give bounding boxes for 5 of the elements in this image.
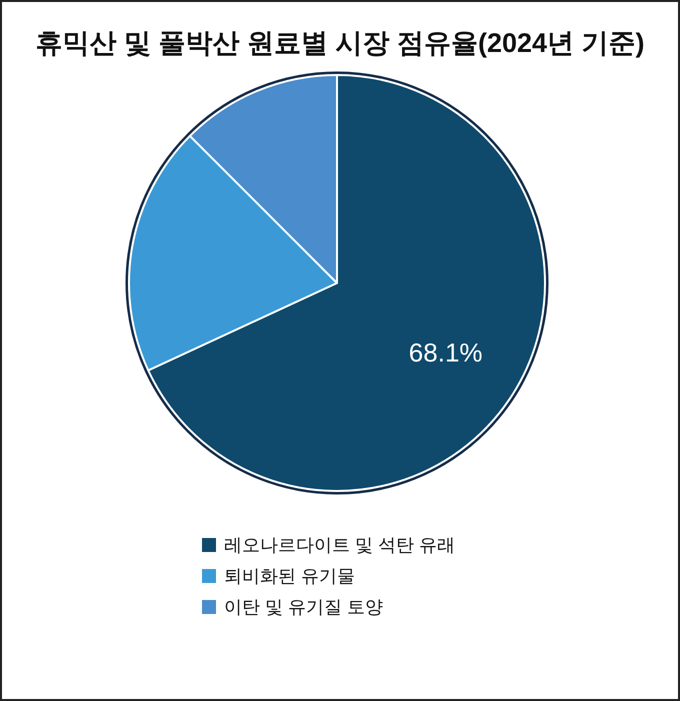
legend-label: 레오나르다이트 및 석탄 유래 [224, 535, 456, 555]
chart-title: 휴믹산 및 풀박산 원료별 시장 점유율(2024년 기준) [35, 28, 645, 58]
data-label: 68.1% [408, 337, 483, 368]
legend-label: 퇴비화된 유기물 [224, 566, 356, 586]
legend-label: 이탄 및 유기질 토양 [224, 597, 384, 617]
